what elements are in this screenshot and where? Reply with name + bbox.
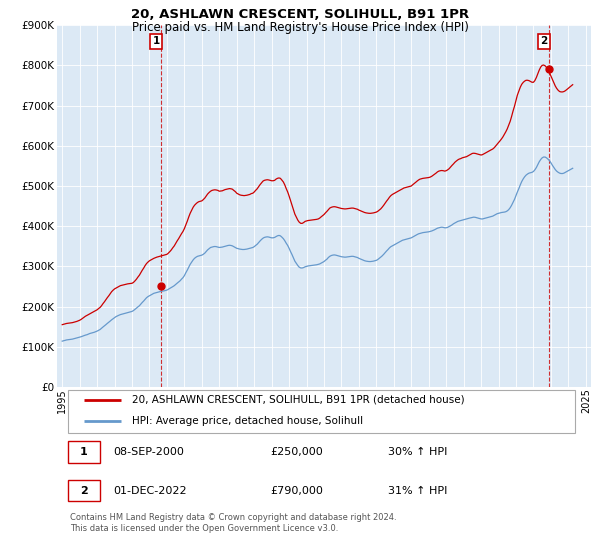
Text: 08-SEP-2000: 08-SEP-2000: [113, 447, 184, 457]
Text: 01-DEC-2022: 01-DEC-2022: [113, 486, 187, 496]
Text: 2: 2: [80, 486, 88, 496]
Text: £790,000: £790,000: [271, 486, 323, 496]
Text: 30% ↑ HPI: 30% ↑ HPI: [388, 447, 448, 457]
Text: 1: 1: [80, 447, 88, 457]
Text: HPI: Average price, detached house, Solihull: HPI: Average price, detached house, Soli…: [132, 417, 363, 426]
Text: Price paid vs. HM Land Registry's House Price Index (HPI): Price paid vs. HM Land Registry's House …: [131, 21, 469, 34]
Text: Contains HM Land Registry data © Crown copyright and database right 2024.
This d: Contains HM Land Registry data © Crown c…: [70, 513, 397, 533]
FancyBboxPatch shape: [68, 390, 575, 433]
Text: 31% ↑ HPI: 31% ↑ HPI: [388, 486, 448, 496]
Text: 20, ASHLAWN CRESCENT, SOLIHULL, B91 1PR: 20, ASHLAWN CRESCENT, SOLIHULL, B91 1PR: [131, 8, 469, 21]
FancyBboxPatch shape: [68, 480, 100, 502]
FancyBboxPatch shape: [68, 441, 100, 463]
Text: 2: 2: [541, 36, 548, 46]
Text: 1: 1: [152, 36, 160, 46]
Text: £250,000: £250,000: [271, 447, 323, 457]
Text: 20, ASHLAWN CRESCENT, SOLIHULL, B91 1PR (detached house): 20, ASHLAWN CRESCENT, SOLIHULL, B91 1PR …: [132, 395, 464, 405]
